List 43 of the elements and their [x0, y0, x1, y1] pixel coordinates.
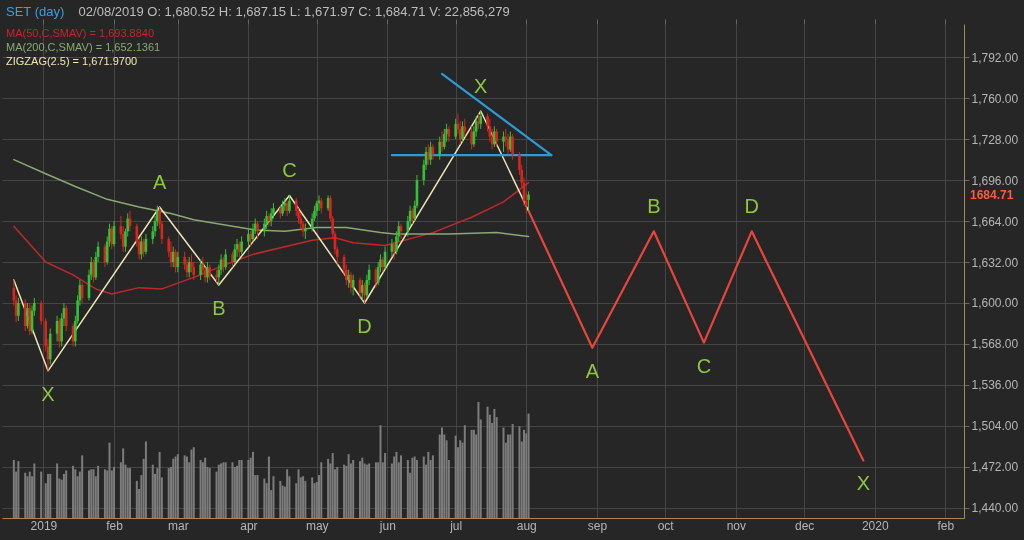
text: MA(50,C,SMAV) = 1,693.8840 — [6, 27, 155, 39]
x-tick-label: dec — [794, 518, 815, 533]
y-tick-label: 1,632.00 — [971, 255, 1019, 270]
x-tick-label: may — [305, 518, 329, 533]
y-tick-label: 1,792.00 — [971, 50, 1019, 65]
annotation: B — [212, 297, 226, 320]
y-tick-label: 1,440.00 — [971, 501, 1019, 516]
chart-title: SET (day) — [6, 4, 65, 19]
chart-subtitle: 02/08/2019 O: 1,680.52 H: 1,687.15 L: 1,671.97 C: 1,684.71 V: 22,856,279 — [78, 4, 510, 19]
x-tick-label: apr — [240, 518, 258, 533]
y-tick-label: 1,568.00 — [971, 337, 1019, 352]
annotation: X — [856, 472, 871, 495]
annotation: X — [474, 75, 488, 98]
x-tick-label: oct — [657, 518, 675, 533]
x-tick-label: mar — [167, 518, 189, 533]
y-tick-label: 1,600.00 — [971, 296, 1019, 311]
y-tick-label: 1,536.00 — [971, 378, 1019, 393]
x-tick-label: aug — [516, 518, 537, 533]
annotation: A — [585, 359, 600, 382]
annotation: C — [696, 354, 712, 377]
x-tick-label: jul — [449, 518, 463, 533]
annotation: A — [152, 171, 167, 194]
annotation: B — [647, 195, 661, 218]
text: 1684.71 — [970, 187, 1014, 202]
annotation: X — [41, 382, 55, 405]
y-tick-label: 1,664.00 — [971, 214, 1019, 229]
text: ZIGZAG(2.5) = 1,671.9700 — [6, 55, 138, 67]
y-tick-label: 1,760.00 — [971, 91, 1019, 106]
y-tick-label: 1,472.00 — [971, 460, 1019, 475]
y-tick-label: 1,728.00 — [971, 132, 1019, 147]
x-tick-label: nov — [726, 518, 746, 533]
x-tick-label: 2019 — [30, 518, 58, 533]
annotation: D — [357, 314, 372, 337]
annotation: D — [744, 195, 759, 218]
text: MA(200,C,SMAV) = 1,652.1361 — [6, 41, 161, 53]
y-tick-label: 1,696.00 — [971, 173, 1019, 188]
x-tick-label: sep — [587, 518, 608, 533]
x-tick-label: 2020 — [861, 518, 889, 533]
x-tick-label: jun — [378, 518, 396, 533]
x-tick-label: feb — [106, 518, 124, 533]
y-tick-label: 1,504.00 — [971, 419, 1019, 434]
x-tick-label: feb — [937, 518, 955, 533]
annotation: C — [282, 159, 297, 182]
